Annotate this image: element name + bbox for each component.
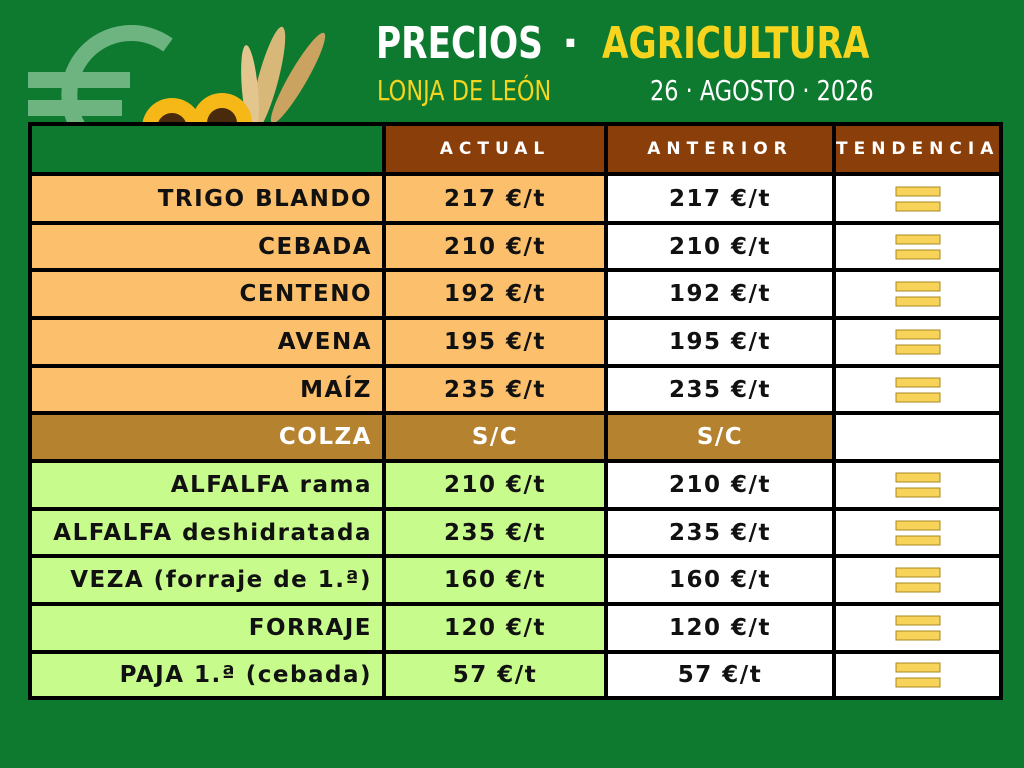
price-actual: 160 €/t — [382, 554, 608, 606]
trend — [831, 459, 1004, 511]
trend-equal-icon — [895, 520, 941, 545]
trend-bar — [895, 234, 941, 244]
product: VEZA (forraje de 1.ª) — [28, 554, 386, 606]
blank-cell — [28, 122, 386, 176]
trend-bar — [895, 392, 941, 402]
trend-bar — [895, 487, 941, 498]
product: CEBADA — [28, 221, 386, 272]
price-actual: 57 €/t — [382, 650, 608, 700]
trend — [831, 268, 1004, 320]
price-actual: 235 €/t — [382, 507, 608, 558]
product: CENTENO — [28, 268, 386, 320]
trend-bar — [895, 615, 941, 626]
trend — [831, 507, 1004, 558]
trend-bar — [895, 662, 941, 673]
trend-bar — [895, 567, 941, 578]
product: AVENA — [28, 316, 386, 368]
product: ALFALFA deshidratada — [28, 507, 386, 558]
trend — [831, 602, 1004, 654]
product: TRIGO BLANDO — [28, 172, 386, 225]
separator: · — [562, 18, 579, 69]
trend-equal-icon — [895, 662, 941, 688]
product: ALFALFA rama — [28, 459, 386, 511]
header-row: ACTUAL ANTERIOR TENDENCIA — [28, 122, 1004, 176]
price-actual: S/C — [382, 411, 608, 463]
trend-bar — [895, 201, 941, 211]
trend-equal-icon — [895, 567, 941, 593]
row: AVENA 195 €/t 195 €/t — [28, 316, 1004, 368]
row: ALFALFA deshidratada 235 €/t 235 €/t — [28, 507, 1004, 558]
price-table: ACTUAL ANTERIOR TENDENCIA TRIGO BLANDO 217 €… — [28, 122, 1004, 700]
trend-bar — [895, 520, 941, 530]
price-anterior: 217 €/t — [604, 172, 836, 225]
price-anterior: 195 €/t — [604, 316, 836, 368]
trend-equal-icon — [895, 186, 941, 211]
trend-bar — [895, 344, 941, 355]
trend-equal-icon — [895, 615, 941, 641]
trend-bar — [895, 377, 941, 387]
trend-bar — [895, 582, 941, 593]
trend-bar — [895, 281, 941, 292]
row: CENTENO 192 €/t 192 €/t — [28, 268, 1004, 320]
source: LONJA DE LEÓN — [377, 74, 552, 107]
column-header: ANTERIOR — [604, 122, 836, 176]
price-anterior: 210 €/t — [604, 221, 836, 272]
price-actual: 195 €/t — [382, 316, 608, 368]
trend-bar — [895, 329, 941, 340]
trend — [831, 221, 1004, 272]
trend-bar — [895, 535, 941, 545]
price-actual: 210 €/t — [382, 459, 608, 511]
trend — [831, 411, 1004, 463]
trend — [831, 316, 1004, 368]
price-actual: 120 €/t — [382, 602, 608, 654]
price-anterior: 57 €/t — [604, 650, 836, 700]
row: MAÍZ 235 €/t 235 €/t — [28, 364, 1004, 415]
column-header: TENDENCIA — [831, 122, 1004, 176]
subtitle: AGRICULTURA — [602, 18, 870, 69]
row: CEBADA 210 €/t 210 €/t — [28, 221, 1004, 272]
price-actual: 235 €/t — [382, 364, 608, 415]
trend — [831, 364, 1004, 415]
trend-equal-icon — [895, 472, 941, 498]
wheat — [241, 26, 326, 135]
price-anterior: S/C — [604, 411, 836, 463]
trend — [831, 172, 1004, 225]
row: VEZA (forraje de 1.ª) 160 €/t 160 €/t — [28, 554, 1004, 606]
row: COLZA S/C S/C — [28, 411, 1004, 463]
column-header: ACTUAL — [382, 122, 608, 176]
row: FORRAJE 120 €/t 120 €/t — [28, 602, 1004, 654]
trend-equal-icon — [895, 377, 941, 402]
price-actual: 217 €/t — [382, 172, 608, 225]
trend-bar — [895, 296, 941, 307]
product: PAJA 1.ª (cebada) — [28, 650, 386, 700]
product: FORRAJE — [28, 602, 386, 654]
trend-bar — [895, 186, 941, 196]
price-anterior: 160 €/t — [604, 554, 836, 606]
trend — [831, 650, 1004, 700]
row: TRIGO BLANDO 217 €/t 217 €/t — [28, 172, 1004, 225]
price-anterior: 120 €/t — [604, 602, 836, 654]
date: 26 · AGOSTO · 2026 — [650, 74, 874, 107]
product: COLZA — [28, 411, 386, 463]
price-actual: 210 €/t — [382, 221, 608, 272]
row: PAJA 1.ª (cebada) 57 €/t 57 €/t — [28, 650, 1004, 700]
trend-equal-icon — [895, 234, 941, 259]
trend-equal-icon — [895, 281, 941, 307]
price-anterior: 192 €/t — [604, 268, 836, 320]
price-actual: 192 €/t — [382, 268, 608, 320]
trend-bar — [895, 249, 941, 259]
trend-bar — [895, 630, 941, 641]
trend-equal-icon — [895, 329, 941, 355]
trend — [831, 554, 1004, 606]
trend-bar — [895, 677, 941, 688]
price-anterior: 210 €/t — [604, 459, 836, 511]
title: PRECIOS — [376, 18, 543, 69]
product: MAÍZ — [28, 364, 386, 415]
row: ALFALFA rama 210 €/t 210 €/t — [28, 459, 1004, 511]
trend-bar — [895, 472, 941, 483]
price-anterior: 235 €/t — [604, 364, 836, 415]
price-anterior: 235 €/t — [604, 507, 836, 558]
